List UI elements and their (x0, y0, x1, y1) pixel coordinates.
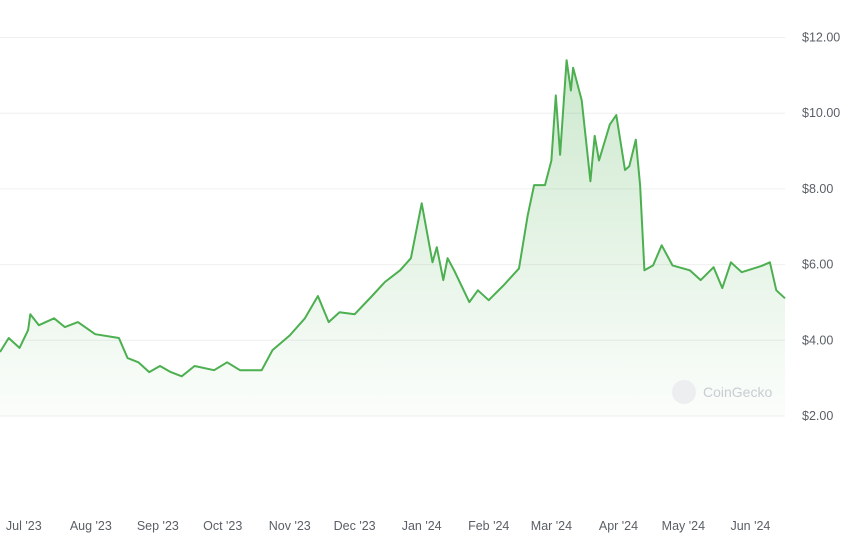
coingecko-logo-icon (672, 380, 696, 404)
y-tick-label: $10.00 (802, 106, 840, 120)
y-tick-label: $8.00 (802, 182, 833, 196)
x-tick-label: Nov '23 (269, 519, 311, 533)
price-line (0, 59, 786, 378)
x-tick-label: Jun '24 (730, 519, 770, 533)
y-axis: $2.00 $4.00 $6.00 $8.00 $10.00 $12.00 (802, 31, 840, 424)
y-tick-label: $12.00 (802, 31, 840, 45)
x-tick-label: Sep '23 (137, 519, 179, 533)
x-tick-label: Jul '23 (6, 519, 42, 533)
x-tick-label: Oct '23 (203, 519, 242, 533)
x-tick-label: Jan '24 (402, 519, 442, 533)
x-tick-label: Mar '24 (531, 519, 572, 533)
x-tick-label: Aug '23 (70, 519, 112, 533)
x-tick-label: Dec '23 (334, 519, 376, 533)
price-area-fill (0, 60, 785, 416)
coingecko-watermark: CoinGecko (672, 380, 772, 404)
watermark-text: CoinGecko (703, 384, 772, 400)
x-tick-label: Feb '24 (468, 519, 509, 533)
x-tick-label: Apr '24 (599, 519, 638, 533)
y-tick-label: $6.00 (802, 258, 833, 272)
x-axis: Jul '23 Aug '23 Sep '23 Oct '23 Nov '23 Dec '… (6, 519, 770, 533)
y-tick-label: $2.00 (802, 409, 833, 423)
x-tick-label: May '24 (662, 519, 705, 533)
y-tick-label: $4.00 (802, 333, 833, 347)
